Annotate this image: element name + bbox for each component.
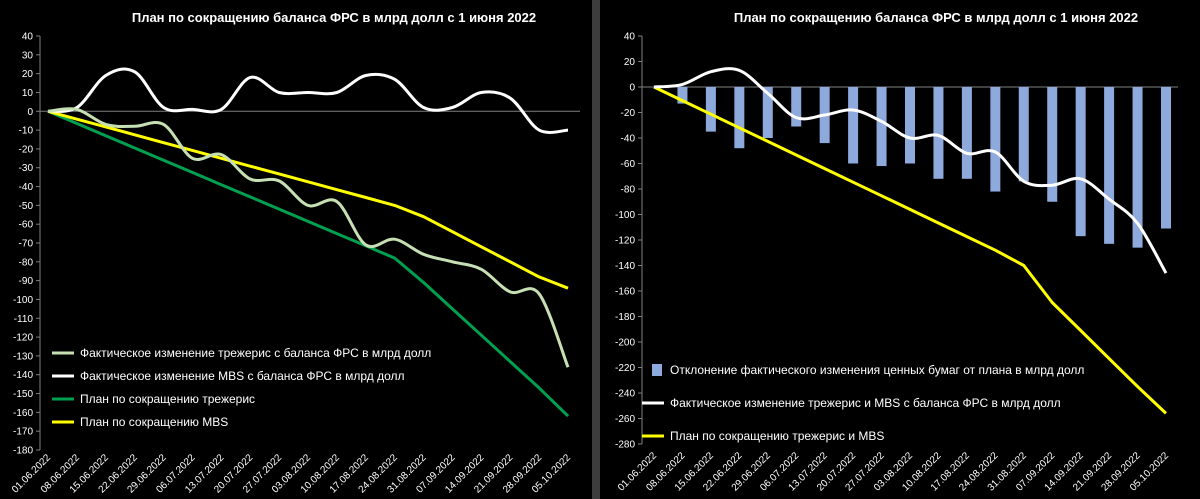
left-legend-label: План по сокращению трежерис [80, 392, 255, 406]
right-bar [990, 87, 1001, 192]
right-legend-label: Отклонение фактического изменения ценных… [670, 363, 1084, 377]
right-series-line-1 [653, 67, 1168, 274]
left-y-tick-label: -160 [13, 408, 33, 419]
right-y-tick-label: -280 [615, 440, 635, 451]
right-chart-title: План по сокращению баланса ФРС в млрд до… [734, 10, 1138, 25]
left-y-tick-label: 0 [27, 107, 33, 118]
right-bar [1161, 87, 1171, 229]
left-y-tick-label: -40 [19, 182, 34, 193]
left-y-tick-label: 40 [22, 32, 34, 43]
right-bar [876, 87, 887, 167]
left-legend-label: Фактическое изменение трежерис с баланса… [80, 346, 431, 360]
right-bar [1104, 87, 1115, 244]
left-chart: План по сокращению баланса ФРС в млрд до… [10, 10, 580, 496]
left-y-tick-label: 30 [22, 50, 34, 61]
right-y-tick-label: -40 [621, 134, 636, 145]
left-y-tick-label: -110 [14, 314, 34, 325]
right-bar [848, 87, 859, 164]
right-y-tick-label: 40 [624, 32, 636, 43]
right-y-tick-label: -80 [621, 185, 636, 196]
left-y-tick-label: -20 [19, 144, 34, 155]
left-y-tick-label: -90 [19, 276, 34, 287]
left-chart-panel: План по сокращению баланса ФРС в млрд до… [0, 0, 592, 499]
right-bar [933, 87, 944, 179]
left-y-tick-label: -150 [13, 389, 33, 400]
left-series-line-3 [47, 109, 569, 290]
left-y-tick-label: -180 [13, 446, 33, 457]
right-y-tick-label: -140 [615, 261, 635, 272]
right-series-line-2 [653, 85, 1168, 415]
left-y-tick-label: -70 [19, 239, 34, 250]
left-y-tick-label: -170 [13, 427, 33, 438]
left-y-tick-label: 10 [22, 88, 34, 99]
right-bar [1132, 87, 1143, 248]
left-y-tick-label: -10 [19, 126, 34, 137]
right-bar [1018, 87, 1029, 182]
left-y-tick-label: -80 [19, 257, 34, 268]
right-bar [1047, 87, 1058, 202]
left-y-tick-label: -120 [13, 333, 33, 344]
right-chart-panel: План по сокращению баланса ФРС в млрд до… [600, 0, 1200, 499]
left-legend-label: Фактическое изменение MBS с баланса ФРС … [80, 369, 405, 383]
left-series-line-2 [47, 109, 570, 418]
right-bar [1075, 87, 1086, 237]
right-y-tick-label: -60 [621, 159, 636, 170]
left-series-line-1 [47, 67, 569, 134]
left-series-line-0 [47, 107, 570, 368]
right-y-tick-label: -120 [615, 236, 635, 247]
right-y-tick-label: -100 [615, 210, 635, 221]
right-legend-label: План по сокращению трежерис и MBS [670, 429, 884, 443]
right-y-tick-label: -200 [615, 338, 635, 349]
right-legend-label: Фактическое изменение трежерис и MBS с б… [670, 396, 1061, 410]
right-bar [961, 87, 972, 179]
right-y-tick-label: -180 [615, 312, 635, 323]
right-chart: План по сокращению баланса ФРС в млрд до… [615, 10, 1178, 494]
right-y-tick-label: -160 [615, 287, 635, 298]
right-y-tick-label: -260 [615, 414, 635, 425]
left-y-tick-label: -140 [13, 370, 33, 381]
right-y-tick-label: -240 [615, 389, 635, 400]
right-bar [705, 87, 716, 132]
right-bar [905, 87, 915, 164]
right-bar [762, 87, 773, 138]
right-bar [791, 87, 802, 127]
left-y-tick-label: -130 [13, 351, 33, 362]
left-y-tick-label: -30 [19, 163, 34, 174]
right-y-tick-label: -20 [621, 108, 636, 119]
right-y-tick-label: 20 [624, 57, 636, 68]
left-legend-label: План по сокращению MBS [80, 415, 228, 429]
left-y-tick-label: 20 [22, 69, 34, 80]
left-y-tick-label: -60 [19, 220, 34, 231]
left-chart-title: План по сокращению баланса ФРС в млрд до… [132, 10, 536, 25]
right-bar [677, 87, 688, 104]
left-y-tick-label: -100 [13, 295, 33, 306]
left-y-tick-label: -50 [19, 201, 34, 212]
right-y-tick-label: 0 [629, 83, 635, 94]
panel-divider [592, 0, 600, 499]
right-bar [734, 87, 745, 149]
right-legend-swatch [652, 364, 662, 376]
right-y-tick-label: -220 [615, 363, 635, 374]
